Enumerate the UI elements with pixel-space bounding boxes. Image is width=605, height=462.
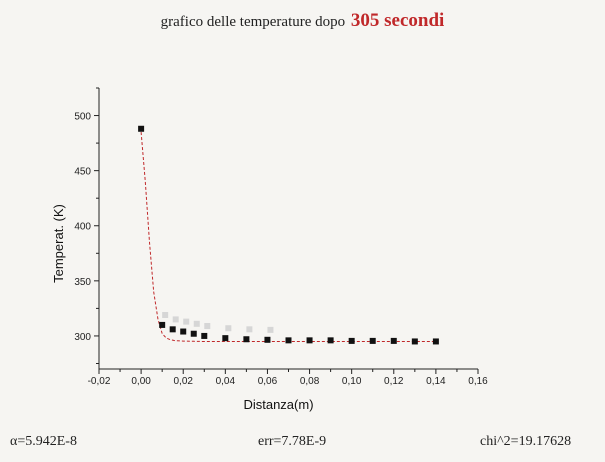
data-point [201, 332, 208, 339]
data-point [285, 337, 292, 344]
ghost-point [172, 316, 179, 323]
x-tick-label: -0,02 [88, 376, 111, 387]
data-point [180, 328, 187, 335]
data-point [369, 337, 376, 344]
data-point [348, 337, 355, 344]
x-tick-label: 0,14 [426, 376, 446, 387]
data-point [432, 338, 439, 345]
ghost-point [193, 320, 200, 327]
ghost-point [225, 325, 232, 332]
x-axis-label: Distanza(m) [243, 397, 313, 412]
data-point [190, 330, 197, 337]
chart-title-prefix: grafico delle temperature dopo [160, 14, 346, 30]
x-tick-label: 0,16 [468, 376, 488, 387]
chi-squared-value: chi^2=19.17628 [480, 434, 572, 449]
ghost-layer [162, 312, 274, 333]
data-point [390, 337, 397, 344]
x-tick-label: 0,10 [342, 376, 362, 387]
x-tick-label: 0,06 [258, 376, 278, 387]
y-tick-label: 350 [74, 277, 91, 288]
chart-title-seconds: 305 secondi [350, 10, 445, 31]
x-tick-label: 0,02 [173, 376, 193, 387]
points-layer [138, 125, 439, 345]
x-tick-label: 0,12 [384, 376, 404, 387]
fit-layer [140, 132, 436, 342]
data-point [411, 338, 418, 345]
ghost-point [183, 318, 190, 325]
alpha-value: α=5.942E-8 [10, 434, 77, 449]
data-point [327, 337, 334, 344]
data-point [159, 321, 166, 328]
x-tick-label: 0,04 [216, 376, 236, 387]
chart-title: grafico delle temperature dopo 305 secon… [0, 10, 605, 32]
x-tick-label: 0,00 [131, 376, 151, 387]
y-tick-label: 450 [74, 167, 91, 178]
ghost-point [267, 326, 274, 333]
data-point [222, 335, 229, 342]
data-point [264, 336, 271, 343]
error-value: err=7.78E-9 [258, 434, 327, 449]
ghost-point [246, 326, 253, 333]
x-tick-label: 0,08 [300, 376, 320, 387]
y-tick-label: 500 [74, 112, 91, 123]
axes: -0,02 0,00 0,02 0,04 0,06 0,08 0,10 0,12 0,14 0,1… [74, 87, 488, 387]
y-tick-label: 300 [74, 332, 91, 343]
y-tick-label: 400 [74, 222, 91, 233]
data-point [138, 125, 145, 132]
data-point [306, 337, 313, 344]
ghost-point [204, 323, 211, 330]
data-point [243, 336, 250, 343]
ghost-point [162, 312, 169, 319]
y-axis-label: Temperat. (K) [51, 204, 66, 283]
data-point [169, 326, 176, 333]
fit-line [140, 132, 436, 342]
